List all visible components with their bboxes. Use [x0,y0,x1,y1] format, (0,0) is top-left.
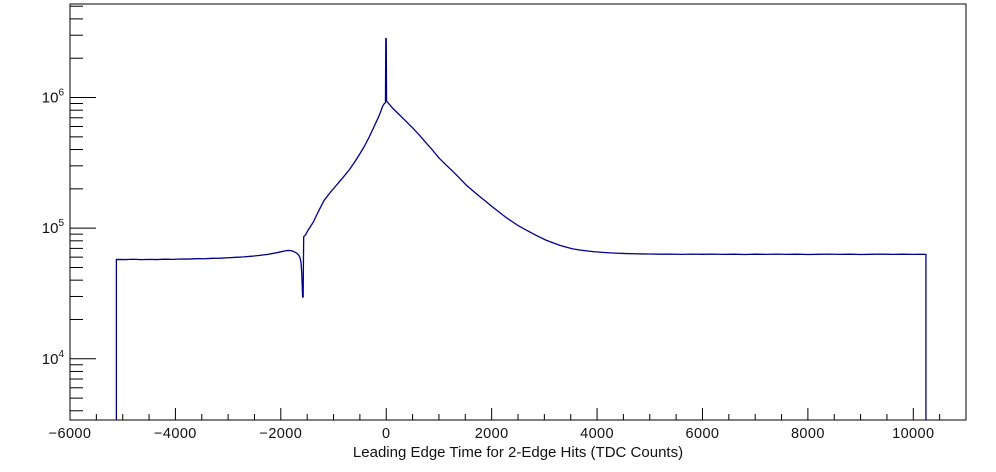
x-tick-label: −6000 [49,426,92,442]
x-tick-label: 4000 [580,426,614,442]
x-tick-label: −4000 [154,426,197,442]
x-tick-label: 0 [382,426,390,442]
y-tick-label: 104 [42,349,65,368]
plot-frame [69,3,967,421]
x-tick-label: 6000 [686,426,720,442]
x-tick-label: 2000 [475,426,509,442]
x-tick-label: 8000 [791,426,825,442]
y-axis: 104 105 106 [42,5,96,412]
x-axis: −6000 −4000 −2000 0 2000 4000 6000 8000 10000 [49,408,967,442]
y-tick-label: 105 [42,218,65,237]
y-tick-label: 106 [42,88,65,107]
x-tick-label: 10000 [892,426,934,442]
x-axis-title: Leading Edge Time for 2-Edge Hits (TDC C… [353,444,683,461]
x-tick-label: −2000 [259,426,302,442]
histogram-curve [115,37,927,420]
